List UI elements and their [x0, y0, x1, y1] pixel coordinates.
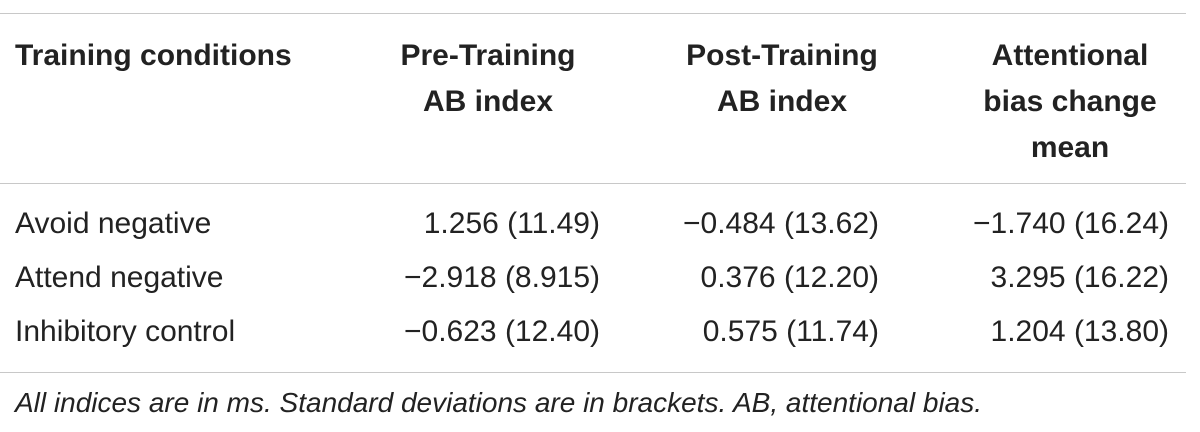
header-line: mean: [1030, 131, 1110, 164]
header-line: AB index: [716, 85, 848, 118]
table-row: Attend negative −2.918 (8.915) 0.376 (12…: [0, 251, 1186, 305]
header-attentional-bias-change-mean: Attentional bias change mean: [952, 33, 1188, 171]
header-line: AB index: [422, 85, 554, 118]
cell-pre-training: −0.623 (12.40): [404, 315, 600, 348]
table-top-rule: [0, 13, 1186, 14]
header-line: Post-Training: [686, 39, 878, 72]
cell-post-training: 0.575 (11.74): [702, 315, 879, 348]
cell-pre-training: 1.256 (11.49): [423, 207, 600, 240]
cell-pre-training: −2.918 (8.915): [404, 261, 600, 294]
table-row: Avoid negative 1.256 (11.49) −0.484 (13.…: [0, 197, 1186, 251]
table-row: Inhibitory control −0.623 (12.40) 0.575 …: [0, 305, 1186, 359]
cell-post-training: −0.484 (13.62): [683, 207, 879, 240]
cell-condition: Avoid negative: [15, 207, 212, 240]
cell-bias-change: 3.295 (16.22): [990, 261, 1169, 294]
header-divider-rule: [0, 183, 1186, 184]
header-line: Attentional: [991, 39, 1149, 72]
cell-post-training: 0.376 (12.20): [700, 261, 879, 294]
cell-condition: Inhibitory control: [15, 315, 236, 348]
header-pre-training-ab-index: Pre-Training AB index: [372, 33, 604, 125]
header-line: Training conditions: [15, 39, 292, 72]
table-bottom-rule: [0, 372, 1186, 373]
header-line: bias change: [983, 85, 1157, 118]
cell-bias-change: −1.740 (16.24): [973, 207, 1169, 240]
cell-condition: Attend negative: [15, 261, 224, 294]
header-line: Pre-Training: [400, 39, 576, 72]
header-training-conditions: Training conditions: [15, 33, 292, 79]
table-footnote: All indices are in ms. Standard deviatio…: [15, 387, 983, 418]
cell-bias-change: 1.204 (13.80): [990, 315, 1169, 348]
header-post-training-ab-index: Post-Training AB index: [651, 33, 913, 125]
